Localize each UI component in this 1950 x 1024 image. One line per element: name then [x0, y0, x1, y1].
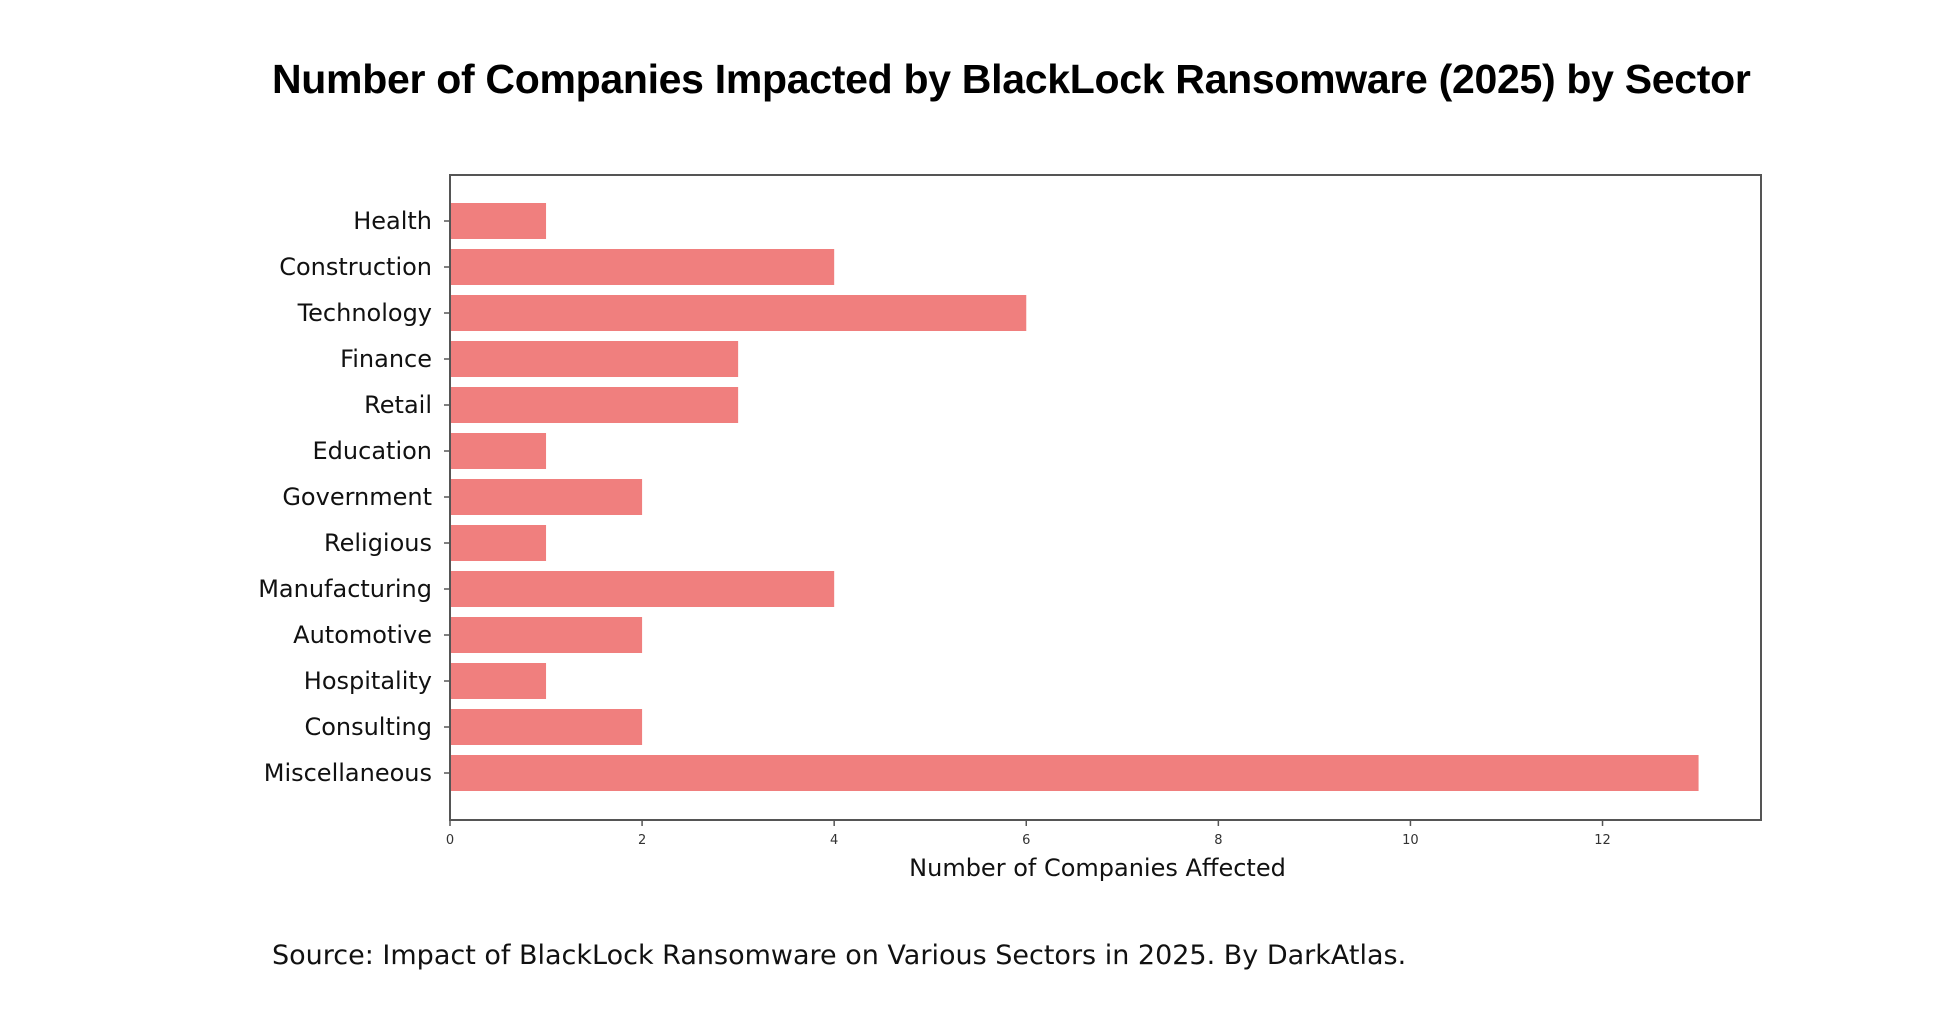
x-tick-label: 4 [830, 833, 838, 848]
category-label: Hospitality [304, 667, 432, 695]
category-label: Finance [340, 345, 432, 373]
bar-retail [450, 387, 739, 423]
x-axis-ticks: 0 2 4 6 8 10 12 [446, 820, 1611, 848]
bar-technology [450, 295, 1027, 331]
bar-finance [450, 341, 739, 377]
category-label: Construction [279, 253, 432, 281]
x-axis-title: Number of Companies Affected [909, 854, 1286, 882]
category-labels: Health Construction Technology Finance Retai… [258, 207, 450, 787]
category-label: Automotive [293, 621, 432, 649]
bar-education [450, 433, 547, 469]
category-label: Miscellaneous [264, 759, 432, 787]
category-label: Manufacturing [258, 575, 432, 603]
bar-hospitality [450, 663, 547, 699]
category-label: Health [353, 207, 432, 235]
bar-consulting [450, 709, 643, 745]
category-label: Retail [364, 391, 432, 419]
x-tick-label: 0 [446, 833, 454, 848]
bar-construction [450, 249, 835, 285]
source-note: Source: Impact of BlackLock Ransomware o… [272, 940, 1407, 971]
bar-health [450, 203, 547, 239]
x-tick-label: 10 [1402, 833, 1419, 848]
bar-automotive [450, 617, 643, 653]
bars-group [450, 203, 1699, 791]
bar-religious [450, 525, 547, 561]
x-tick-label: 8 [1214, 833, 1222, 848]
category-label: Education [313, 437, 432, 465]
category-label: Religious [324, 529, 432, 557]
x-tick-label: 2 [638, 833, 646, 848]
category-label: Government [282, 483, 432, 511]
x-tick-label: 6 [1022, 833, 1030, 848]
x-tick-label: 12 [1594, 833, 1611, 848]
bar-miscellaneous [450, 755, 1699, 791]
category-label: Consulting [304, 713, 432, 741]
bar-manufacturing [450, 571, 835, 607]
chart-title: Number of Companies Impacted by BlackLoc… [272, 56, 1751, 102]
bar-government [450, 479, 643, 515]
category-label: Technology [297, 299, 432, 327]
